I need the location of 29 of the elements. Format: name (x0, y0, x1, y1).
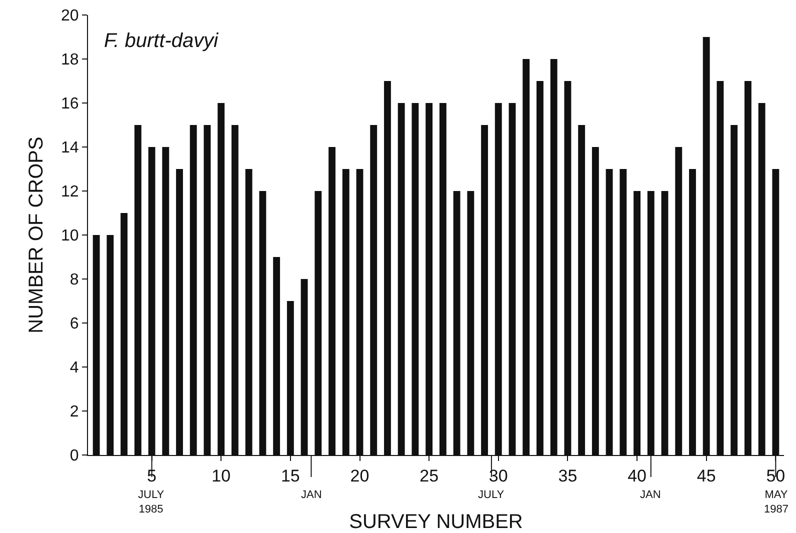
x-axis-title: SURVEY NUMBER (349, 511, 523, 533)
ref-line-label: JULY 1985 (138, 489, 165, 516)
x-tick-label: 25 (420, 466, 439, 486)
ref-line-label: MAY 1987 (764, 489, 788, 516)
x-tick-label: 5 (147, 466, 157, 486)
y-tick-label: 20 (61, 8, 79, 25)
x-tick-label: 20 (350, 466, 370, 486)
x-tick-label: 35 (558, 466, 578, 486)
x-tick-label: 45 (696, 466, 716, 486)
y-tick-label: 18 (61, 52, 79, 69)
y-axis-title: NUMBER OF CROPS (26, 136, 48, 334)
y-tick-label: 14 (61, 140, 79, 157)
y-tick-label: 0 (70, 448, 79, 465)
y-tick-label: 6 (70, 316, 79, 333)
ref-line-label: JAN (640, 489, 661, 501)
ref-line-label: JAN (301, 489, 322, 501)
x-tick-label: 15 (280, 466, 300, 486)
text: F. burtt-davyi (104, 30, 219, 52)
y-tick-label: 2 (70, 404, 79, 421)
x-tick-label: 10 (212, 466, 231, 486)
x-tick-label: 40 (628, 466, 646, 486)
x-tick-label: 30 (488, 466, 508, 486)
y-tick-label: 8 (70, 272, 79, 289)
y-tick-label: 12 (61, 184, 79, 201)
ref-line-label: JULY (478, 489, 505, 501)
y-tick-label: 10 (61, 228, 79, 245)
y-tick-label: 16 (61, 96, 79, 113)
x-tick-label: 50 (766, 466, 786, 486)
y-tick-label: 4 (70, 360, 79, 377)
